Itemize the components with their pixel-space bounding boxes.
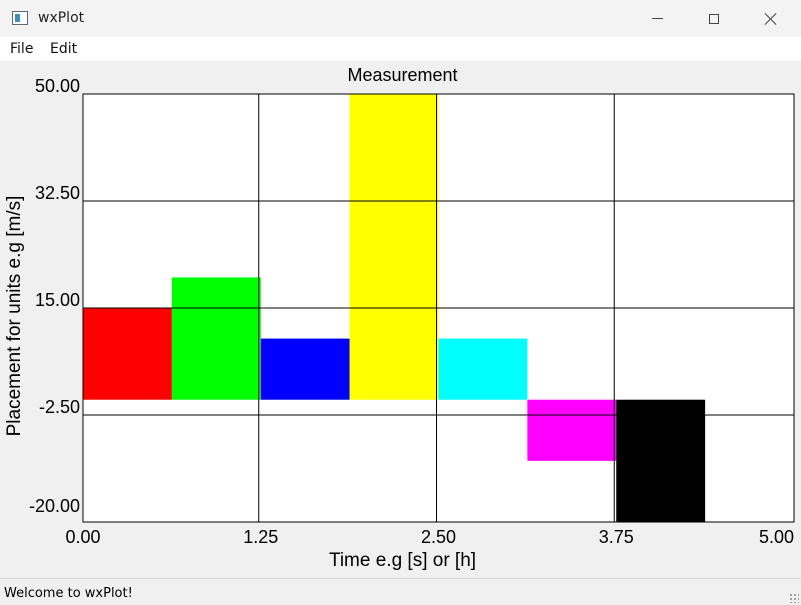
y-tick-label-4: -20.00 bbox=[29, 496, 80, 516]
title-bar[interactable]: wxPlot bbox=[0, 0, 801, 37]
close-icon bbox=[764, 12, 778, 26]
app-icon bbox=[12, 11, 28, 25]
window-title: wxPlot bbox=[38, 10, 85, 26]
bar-0 bbox=[83, 308, 172, 400]
bar-1 bbox=[171, 277, 261, 400]
x-tick-label-1: 1.25 bbox=[243, 527, 278, 547]
maximize-button[interactable] bbox=[685, 0, 743, 37]
menu-edit[interactable]: Edit bbox=[50, 41, 78, 57]
y-tick-label-1: 32.50 bbox=[35, 183, 80, 203]
x-tick-label-0: 0.00 bbox=[65, 527, 100, 547]
x-tick-label-3: 3.75 bbox=[599, 527, 634, 547]
close-button[interactable] bbox=[742, 0, 800, 37]
x-axis-label: Time e.g [s] or [h] bbox=[329, 550, 476, 571]
bar-2 bbox=[260, 338, 350, 400]
y-tick-label-2: 15.00 bbox=[35, 290, 80, 310]
resize-grip-icon[interactable] bbox=[789, 593, 799, 603]
plot-border bbox=[82, 93, 795, 523]
maximize-icon bbox=[709, 13, 719, 24]
plot-area: Measurement 50.00 32.50 15.00 -2.50 -20.00 0.0… bbox=[0, 61, 801, 578]
minimize-icon bbox=[651, 18, 663, 19]
menu-bar: File Edit bbox=[0, 37, 801, 61]
bar-3 bbox=[349, 94, 439, 400]
bar-4 bbox=[438, 338, 528, 400]
minimize-button[interactable] bbox=[628, 0, 686, 37]
x-tick-label-2: 2.50 bbox=[421, 527, 456, 547]
status-bar: Welcome to wxPlot! bbox=[0, 578, 801, 605]
chart-title: Measurement bbox=[347, 65, 457, 85]
y-tick-label-0: 50.00 bbox=[35, 76, 80, 96]
bar-5 bbox=[527, 399, 617, 461]
y-tick-label-3: -2.50 bbox=[39, 397, 80, 417]
chart: Measurement 50.00 32.50 15.00 -2.50 -20.00 0.0… bbox=[4, 65, 795, 571]
bar-6 bbox=[616, 399, 706, 522]
status-text: Welcome to wxPlot! bbox=[4, 586, 133, 601]
menu-file[interactable]: File bbox=[10, 41, 34, 57]
y-axis-label: Placement for units e.g [m/s] bbox=[4, 196, 25, 437]
x-tick-label-4: 5.00 bbox=[759, 527, 794, 547]
